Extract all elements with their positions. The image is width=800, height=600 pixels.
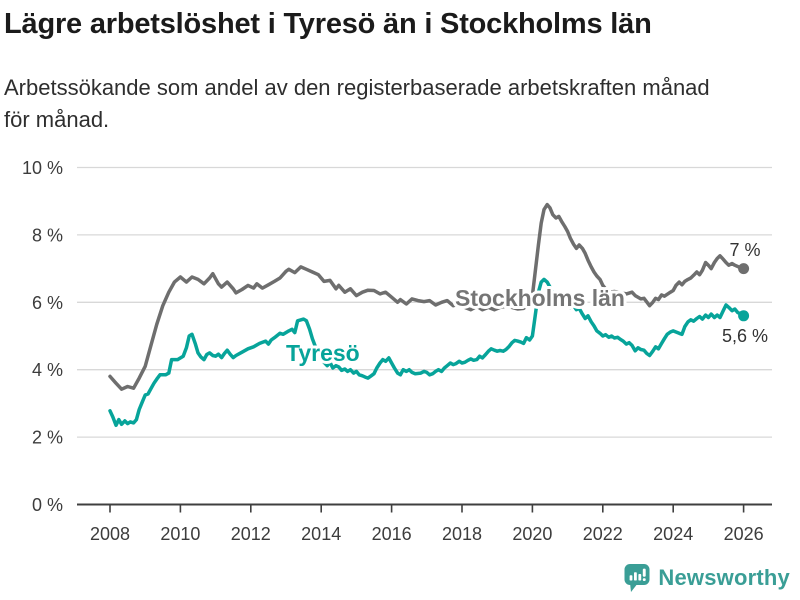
y-tick-label-0: 0 %: [32, 495, 63, 515]
series-end-dot-tyreso: [738, 310, 750, 322]
series-label-tyreso: Tyresö: [286, 340, 360, 366]
y-tick-label-2: 2 %: [32, 428, 63, 448]
series-line-stockholm: [108, 202, 746, 391]
series-label-stockholm: Stockholms län: [455, 285, 625, 311]
chart-subtitle: Arbetssökande som andel av den registerb…: [4, 72, 796, 136]
chart-subtitle-line-2: för månad.: [4, 107, 110, 132]
x-tick-label-2018: 2018: [442, 524, 482, 544]
y-tick-label-6: 6 %: [32, 293, 63, 313]
axis-group: 2008 2010 2012 2014 2016 2018 2020 2022 2024 2026: [77, 503, 772, 544]
x-tick-label-2016: 2016: [372, 524, 412, 544]
x-tick-label-2024: 2024: [653, 524, 693, 544]
y-tick-label-8: 8 %: [32, 225, 63, 245]
chart-subtitle-line-1: Arbetssökande som andel av den registerb…: [4, 75, 710, 100]
chart-title: Lägre arbetslöshet i Tyresö än i Stockho…: [4, 8, 652, 40]
series-group: [108, 202, 750, 428]
x-tick-label-2020: 2020: [512, 524, 552, 544]
newsworthy-wordmark: Newsworthy: [658, 564, 790, 590]
x-tick-label-2014: 2014: [301, 524, 341, 544]
newsworthy-logo: Newsworthy: [623, 562, 790, 593]
y-tick-label-4: 4 %: [32, 360, 63, 380]
newsworthy-bubble-barchart-icon: [624, 564, 650, 592]
labels-group: Stockholms län 7 % Tyresö 5,6 %: [283, 238, 771, 370]
x-tick-label-2012: 2012: [231, 524, 271, 544]
gridlines-group: 0 % 2 % 4 % 6 % 8 % 10 %: [22, 158, 772, 515]
x-tick-label-2008: 2008: [90, 524, 130, 544]
x-tick-label-2010: 2010: [160, 524, 200, 544]
end-value-annotation-tyreso: 5,6 %: [722, 326, 768, 346]
end-value-annotation-stockholm: 7 %: [729, 240, 760, 260]
y-tick-label-10: 10 %: [22, 158, 63, 178]
series-end-dot-stockholm: [738, 263, 750, 275]
x-tick-label-2026: 2026: [724, 524, 764, 544]
x-tick-label-2022: 2022: [583, 524, 623, 544]
series-line-tyreso: [108, 277, 746, 428]
